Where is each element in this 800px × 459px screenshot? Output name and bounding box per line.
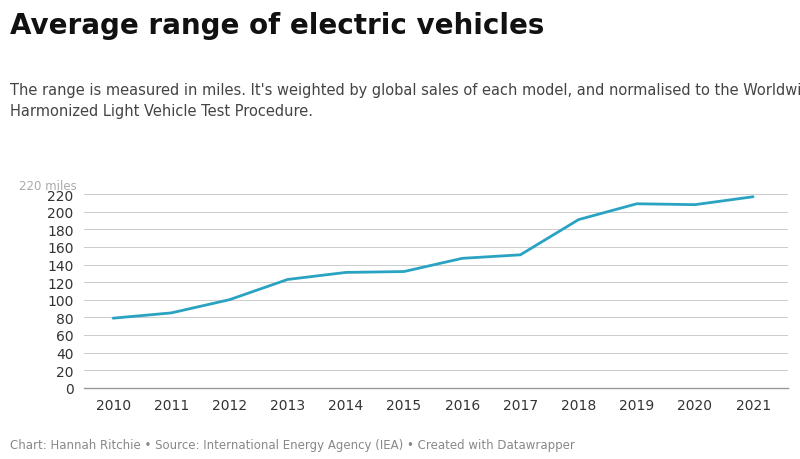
Text: 220 miles: 220 miles bbox=[19, 179, 77, 192]
Text: The range is measured in miles. It's weighted by global sales of each model, and: The range is measured in miles. It's wei… bbox=[10, 83, 800, 118]
Text: Average range of electric vehicles: Average range of electric vehicles bbox=[10, 11, 544, 39]
Text: Chart: Hannah Ritchie • Source: International Energy Agency (IEA) • Created with: Chart: Hannah Ritchie • Source: Internat… bbox=[10, 438, 574, 451]
